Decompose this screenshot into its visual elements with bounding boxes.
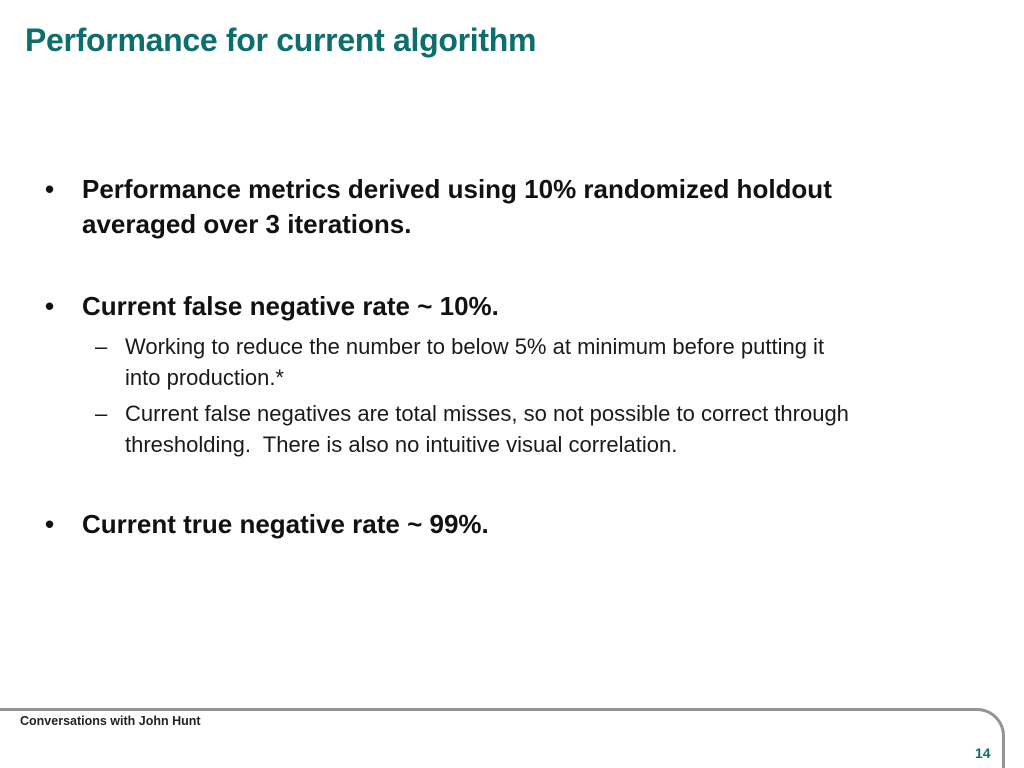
bullet-item: • Performance metrics derived using 10% … — [45, 172, 832, 242]
bullet-marker: • — [45, 291, 55, 321]
dash-marker: – — [95, 401, 108, 426]
sub-bullet-text: Current false negatives are total misses… — [125, 398, 849, 460]
bullet-marker: • — [45, 509, 55, 539]
page-number: 14 — [975, 745, 991, 761]
bullet-text-line: Working to reduce the number to below 5%… — [125, 334, 825, 359]
bullet-text-line: averaged over 3 iterations. — [82, 209, 412, 239]
slide-title: Performance for current algorithm — [25, 22, 537, 58]
bullet-marker: • — [45, 174, 55, 204]
sub-bullet-item: – Working to reduce the number to below … — [95, 331, 824, 393]
bullet-text: Performance metrics derived using 10% ra… — [82, 172, 832, 242]
bullet-text-line: thresholding. There is also no intuitive… — [125, 432, 678, 457]
bullet-item: • Current false negative rate ~ 10%. — [45, 289, 499, 324]
footer-text: Conversations with John Hunt — [20, 714, 201, 728]
dash-marker: – — [95, 334, 108, 359]
bullet-text-line: Current false negatives are total misses… — [125, 401, 849, 426]
bullet-text-line: Current true negative rate ~ 99%. — [82, 509, 489, 539]
bullet-text-line: into production.* — [125, 365, 284, 390]
bullet-text-line: Current false negative rate ~ 10%. — [82, 291, 499, 321]
bullet-text: Current true negative rate ~ 99%. — [82, 507, 489, 542]
bullet-text-line: Performance metrics derived using 10% ra… — [82, 174, 832, 204]
slide-border-frame — [0, 708, 1005, 768]
sub-bullet-text: Working to reduce the number to below 5%… — [125, 331, 824, 393]
bullet-item: • Current true negative rate ~ 99%. — [45, 507, 489, 542]
bullet-text: Current false negative rate ~ 10%. — [82, 289, 499, 324]
sub-bullet-item: – Current false negatives are total miss… — [95, 398, 849, 460]
